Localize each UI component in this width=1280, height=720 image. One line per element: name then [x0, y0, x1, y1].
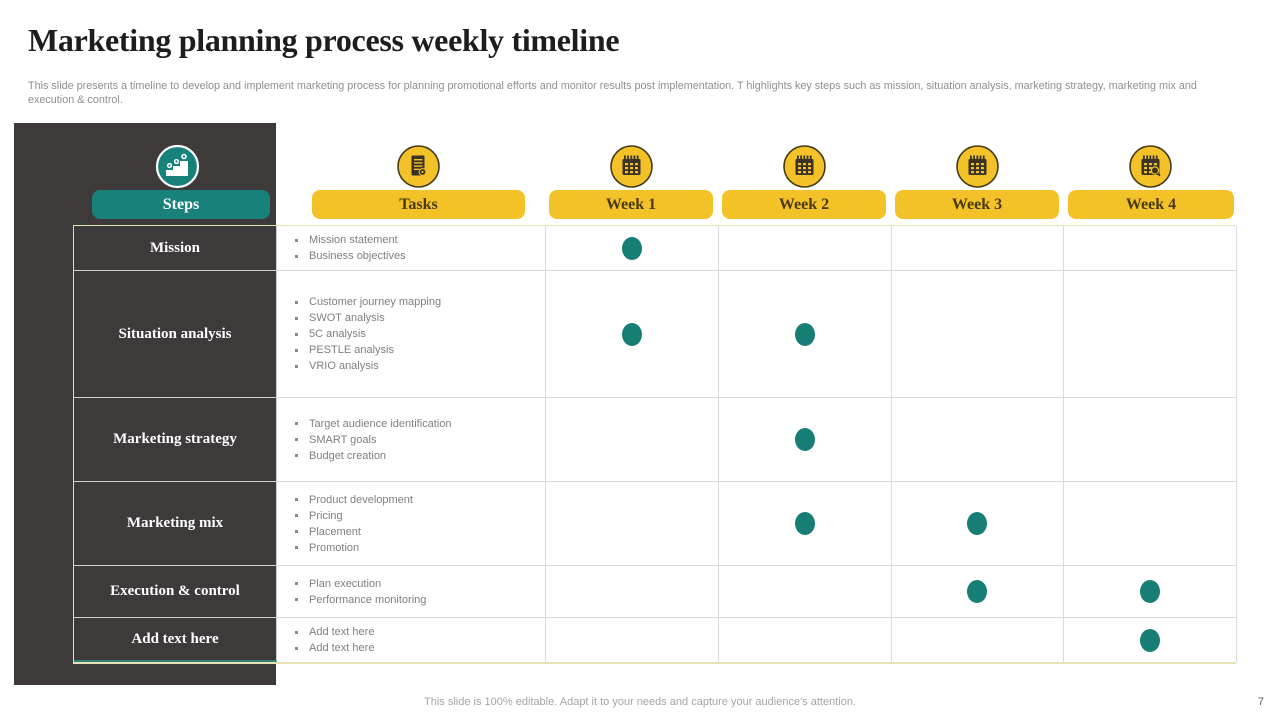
timeline-table: Mission Mission statement Business objecti…: [73, 225, 1237, 664]
task-item: Performance monitoring: [293, 592, 545, 608]
step-label-cell: Mission: [74, 226, 277, 271]
week-2-cell: [718, 226, 892, 271]
page-title: Marketing planning process weekly timeli…: [28, 22, 620, 58]
step-label-cell: Marketing mix: [74, 482, 277, 566]
task-item: Add text here: [293, 624, 545, 640]
timeline-marker-dot: [794, 322, 815, 346]
week-3-cell: [891, 482, 1065, 566]
slide-description: This slide presents a timeline to develo…: [28, 80, 1197, 106]
week-4-cell: [1064, 398, 1237, 482]
week-2-header-button: Week 2: [722, 190, 886, 219]
tasks-list: Product development Pricing Placement Promo…: [277, 492, 545, 556]
week-2-header-label: Week 2: [778, 195, 830, 213]
task-item: PESTLE analysis: [293, 342, 545, 358]
week-1-cell: [546, 618, 719, 662]
week-3-cell: [891, 618, 1065, 662]
week-1-cell: [546, 271, 719, 398]
tasks-list-cell: Plan execution Performance monitoring: [277, 566, 546, 618]
task-item: Budget creation: [293, 448, 545, 464]
week-3-cell: [891, 566, 1065, 618]
week-1-cell: [546, 482, 719, 566]
week-1-cell: [546, 226, 719, 271]
task-item: Product development: [293, 492, 545, 508]
task-item: Mission statement: [293, 232, 545, 248]
footer-note: This slide is 100% editable. Adapt it to…: [424, 696, 856, 708]
week-2-cell: [718, 566, 892, 618]
tasks-header-label: Tasks: [399, 195, 438, 213]
week-3-cell: [891, 271, 1065, 398]
timeline-marker-dot: [621, 236, 642, 260]
tasks-list-cell: Mission statement Business objectives: [277, 226, 546, 271]
week-3-cell: [891, 226, 1065, 271]
week-4-header-label: Week 4: [1125, 195, 1177, 213]
task-item: Customer journey mapping: [293, 294, 545, 310]
task-item: Pricing: [293, 508, 545, 524]
step-label-cell: Situation analysis: [74, 271, 277, 398]
calendar-icon: [609, 144, 654, 189]
step-label-cell: Marketing strategy: [74, 398, 277, 482]
task-item: Plan execution: [293, 576, 545, 592]
tasks-list: Customer journey mapping SWOT analysis 5C …: [277, 294, 545, 374]
task-item: 5C analysis: [293, 326, 545, 342]
step-label-cell: Execution & control: [74, 566, 277, 618]
week-3-header-button: Week 3: [895, 190, 1059, 219]
week-4-cell: [1064, 226, 1237, 271]
task-item: SWOT analysis: [293, 310, 545, 326]
tasks-list-cell: Add text here Add text here: [277, 618, 546, 662]
week-4-cell: [1064, 566, 1237, 618]
tasks-list-cell: Target audience identification SMART goal…: [277, 398, 546, 482]
week-2-cell: [718, 618, 892, 662]
week-1-cell: [546, 398, 719, 482]
week-4-cell: [1064, 482, 1237, 566]
week-3-header-label: Week 3: [951, 195, 1003, 213]
tasks-list-cell: Customer journey mapping SWOT analysis 5C …: [277, 271, 546, 398]
task-item: Promotion: [293, 540, 545, 556]
week-4-cell: [1064, 618, 1237, 662]
steps-icon: [155, 144, 200, 189]
timeline-marker-dot: [794, 428, 815, 451]
timeline-marker-dot: [1140, 628, 1161, 652]
task-item: Target audience identification: [293, 416, 545, 432]
timeline-marker-dot: [1140, 580, 1161, 603]
task-item: VRIO analysis: [293, 358, 545, 374]
week-4-cell: [1064, 271, 1237, 398]
week-2-cell: [718, 482, 892, 566]
calendar-icon: [955, 144, 1000, 189]
tasks-list: Plan execution Performance monitoring: [277, 576, 545, 608]
task-item: SMART goals: [293, 432, 545, 448]
week-1-header-button: Week 1: [549, 190, 713, 219]
task-item: Add text here: [293, 640, 545, 656]
step-label-cell: Add text here: [74, 618, 277, 662]
calendar-search-icon: [1128, 144, 1173, 189]
tasks-list: Target audience identification SMART goal…: [277, 416, 545, 464]
week-3-cell: [891, 398, 1065, 482]
timeline-marker-dot: [967, 580, 988, 603]
calendar-icon: [782, 144, 827, 189]
tasks-icon: [396, 144, 441, 189]
page-number: 7: [1257, 696, 1264, 708]
tasks-list-cell: Product development Pricing Placement Promo…: [277, 482, 546, 566]
steps-header-label: Steps: [162, 195, 200, 213]
tasks-list: Add text here Add text here: [277, 624, 545, 656]
week-2-cell: [718, 398, 892, 482]
task-item: Business objectives: [293, 248, 545, 264]
week-2-cell: [718, 271, 892, 398]
steps-header-button: Steps: [92, 190, 270, 219]
tasks-header-button: Tasks: [312, 190, 525, 219]
week-1-cell: [546, 566, 719, 618]
timeline-marker-dot: [621, 322, 642, 346]
week-1-header-label: Week 1: [605, 195, 657, 213]
week-4-header-button: Week 4: [1068, 190, 1234, 219]
tasks-list: Mission statement Business objectives: [277, 232, 545, 264]
timeline-marker-dot: [967, 512, 988, 535]
task-item: Placement: [293, 524, 545, 540]
timeline-marker-dot: [794, 512, 815, 535]
